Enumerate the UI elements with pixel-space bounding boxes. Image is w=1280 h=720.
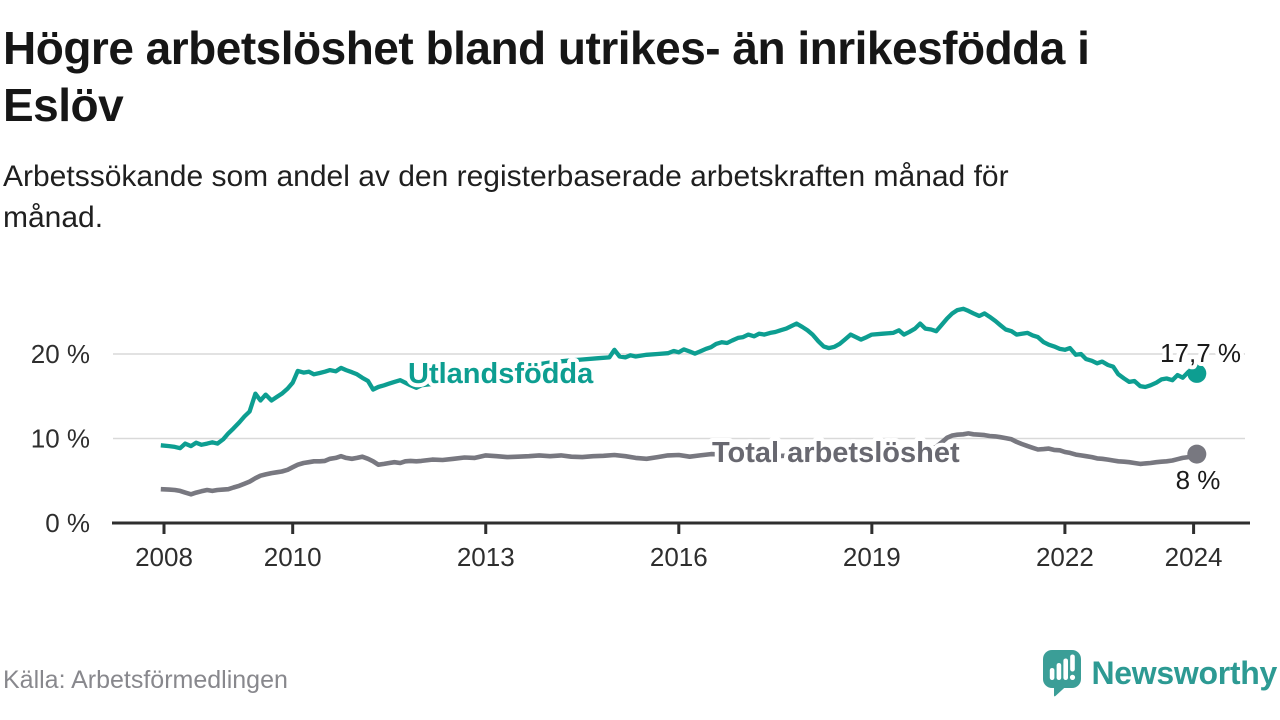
x-axis-label-2008: 2008 xyxy=(135,542,193,572)
series-end-dot-total-arbetsloshet xyxy=(1187,444,1207,464)
newsworthy-logo: Newsworthy xyxy=(1042,648,1278,698)
chart-subtitle-line-1: Arbetssökande som andel av den registerb… xyxy=(3,160,1009,193)
logo-bubble xyxy=(1042,650,1081,688)
series-line-total-arbetsloshet xyxy=(160,431,1198,497)
chart-subtitle-line-2: månad. xyxy=(3,201,104,234)
x-axis-label-2022: 2022 xyxy=(1036,542,1094,572)
chart-title-line-1: Högre arbetslöshet bland utrikes- än inr… xyxy=(3,22,1090,74)
chart-title-line-2: Eslöv xyxy=(3,79,124,131)
logo-bar-small xyxy=(1049,668,1054,680)
y-axis-label-20: 20 % xyxy=(31,339,90,369)
chart-title: Högre arbetslöshet bland utrikes- än inr… xyxy=(3,20,1258,134)
x-axis-label-2013: 2013 xyxy=(457,542,515,572)
series-line-utlandsfodda xyxy=(160,306,1198,451)
newsworthy-logo-icon xyxy=(1042,650,1081,697)
logo-exclamation-bar xyxy=(1069,654,1075,672)
logo-bar-medium xyxy=(1056,663,1061,680)
y-axis-label-0: 0 % xyxy=(45,508,90,538)
source-note: Källa: Arbetsförmedlingen xyxy=(3,666,288,694)
x-axis-label-2024: 2024 xyxy=(1165,542,1223,572)
series-label-utlandsfodda: Utlandsfödda xyxy=(408,358,594,390)
logo-bar-tall xyxy=(1062,658,1068,680)
x-axis-label-2016: 2016 xyxy=(650,542,708,572)
y-axis-label-10: 10 % xyxy=(31,424,90,454)
series-label-total-arbetsloshet: Total arbetslöshet xyxy=(712,437,960,469)
logo-bubble-tail xyxy=(1053,684,1067,697)
series-end-dot-utlandsfodda xyxy=(1187,363,1207,383)
x-axis-label-2019: 2019 xyxy=(843,542,901,572)
logo-exclamation-dot xyxy=(1069,674,1075,680)
newsworthy-wordmark: Newsworthy xyxy=(1091,654,1278,691)
end-value-label-total-arbetsloshet: 8 % xyxy=(1176,465,1221,495)
chart-subtitle: Arbetssökande som andel av den registerb… xyxy=(3,156,1258,238)
end-value-label-utlandsfodda: 17,7 % xyxy=(1160,338,1241,368)
x-axis-label-2010: 2010 xyxy=(264,542,322,572)
